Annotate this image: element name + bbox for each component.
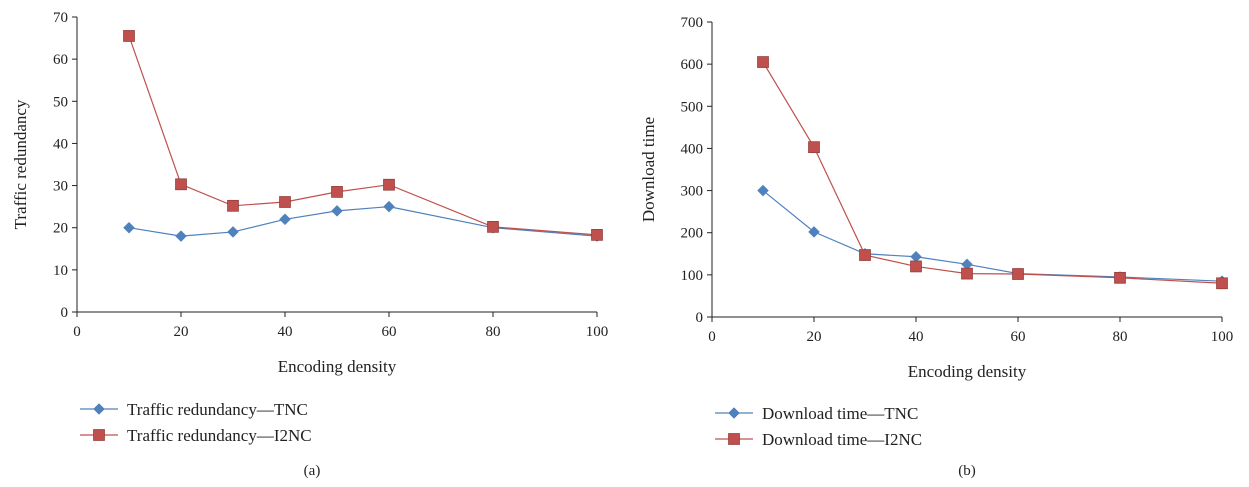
data-point-tnc [175,230,187,242]
y-tick-label: 30 [53,179,68,195]
data-point-i2nc [910,260,922,273]
data-point-tnc [808,226,820,238]
x-tick-label: 0 [708,329,716,345]
data-point-i2nc [227,199,239,212]
x-axis-title: Encoding density [278,357,397,376]
data-point-i2nc [808,141,820,154]
y-tick-label: 50 [53,94,68,110]
legend-entry-i2nc: Download time—I2NC [715,430,922,449]
y-tick-label: 60 [53,52,68,68]
data-point-i2nc [123,30,135,42]
series-line-tnc [762,190,1223,282]
y-tick-label: 40 [53,136,68,152]
data-point-tnc [331,205,343,217]
y-tick-label: 0 [61,305,69,321]
data-point-i2nc [331,186,343,198]
data-point-tnc [227,226,239,238]
legend-entry-tnc: Traffic redundancy—TNC [80,400,308,419]
x-axis-title: Encoding density [908,362,1027,381]
x-tick-label: 80 [486,324,501,340]
data-point-i2nc [175,178,187,191]
legend-entry-tnc: Download time—TNC [715,404,918,423]
legend-entry-i2nc: Traffic redundancy—I2NC [80,426,312,445]
x-tick-label: 100 [586,324,609,340]
data-point-i2nc [757,56,769,68]
x-tick-label: 60 [382,324,397,340]
y-tick-label: 300 [681,184,704,200]
y-tick-label: 0 [696,310,704,326]
legend-label: Download time—TNC [762,404,918,423]
data-point-i2nc [1114,271,1126,284]
y-tick-label: 500 [681,99,704,115]
y-tick-label: 200 [681,226,704,242]
data-point-i2nc [279,196,291,208]
data-point-tnc [279,213,291,226]
x-tick-label: 80 [1113,329,1128,345]
data-point-tnc [757,184,769,197]
legend-label: Download time—I2NC [762,430,922,449]
series-line-i2nc [128,35,598,236]
x-tick-label: 60 [1011,329,1026,345]
y-tick-label: 600 [681,57,704,73]
y-tick-label: 700 [681,15,704,31]
legend-marker [728,407,740,419]
y-tick-label: 20 [53,221,68,237]
legend-marker [93,429,105,441]
legend-label: Traffic redundancy—I2NC [127,426,312,445]
data-point-i2nc [591,229,603,241]
figure-caption: (a) [304,463,321,479]
x-tick-label: 20 [174,324,189,340]
y-tick-label: 10 [53,263,68,279]
y-axis-title: Traffic redundancy [11,99,30,229]
y-axis-title: Download time [639,117,658,222]
data-point-i2nc [1216,277,1228,290]
y-tick-label: 100 [681,268,704,284]
legend-label: Traffic redundancy—TNC [127,400,308,419]
x-tick-label: 40 [278,324,293,340]
data-point-i2nc [487,221,499,233]
figure-caption: (b) [958,463,976,479]
chart-a: 0 10 20 30 40 50 60 70 0 20 40 60 80 100 Encoding dens… [11,10,608,479]
chart-b: 0 100 200 300 400 500 600 700 0 20 40 60 80 100 Encodi… [639,15,1233,479]
x-tick-label: 0 [73,324,81,340]
data-point-tnc [383,200,395,213]
data-point-i2nc [1012,268,1024,280]
legend-marker [728,433,740,445]
data-point-i2nc [961,267,973,280]
y-tick-label: 70 [53,10,68,26]
series-line-i2nc [762,61,1223,284]
y-tick-label: 400 [681,141,704,157]
series-line-tnc [128,206,598,237]
x-tick-label: 20 [807,329,822,345]
data-point-i2nc [859,249,871,261]
data-point-i2nc [383,178,395,191]
x-tick-label: 100 [1211,329,1234,345]
data-point-tnc [123,221,135,234]
x-tick-label: 40 [909,329,924,345]
legend-marker [93,403,105,415]
